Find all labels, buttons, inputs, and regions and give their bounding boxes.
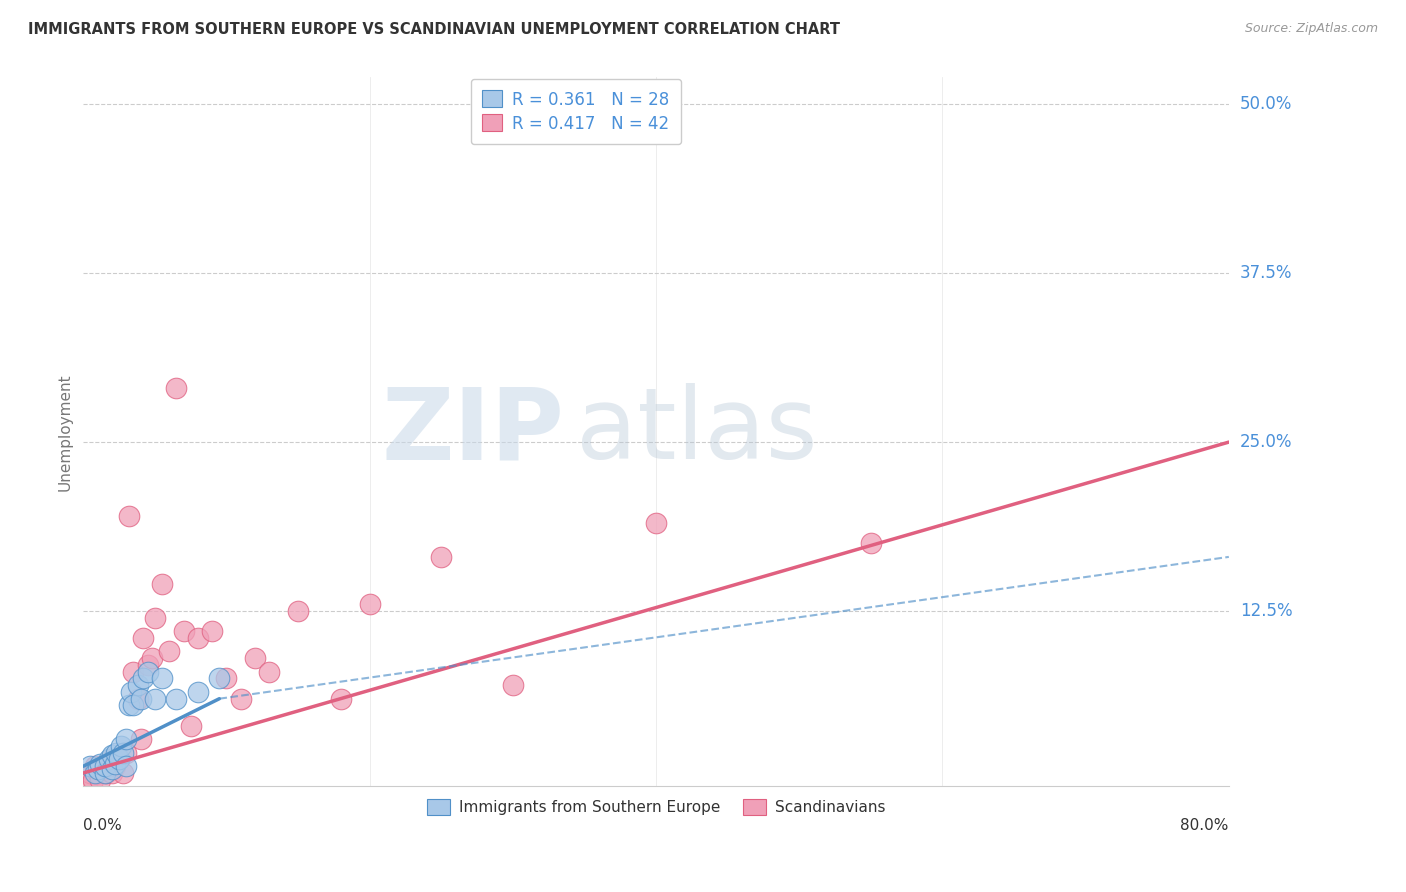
Point (143, 691, 166, 706)
Point (96, 766, 118, 780)
Text: 50.0%: 50.0% (1240, 95, 1292, 113)
Point (187, 631, 209, 645)
Point (112, 766, 135, 780)
Point (83, 759, 105, 773)
Point (430, 549, 453, 564)
Y-axis label: Unemployment: Unemployment (58, 373, 72, 491)
Point (79, 759, 101, 773)
Text: 80.0%: 80.0% (1181, 818, 1229, 833)
Legend: Immigrants from Southern Europe, Scandinavians: Immigrants from Southern Europe, Scandin… (420, 793, 891, 822)
Point (132, 672, 155, 686)
Point (76, 772, 98, 787)
Point (127, 678, 149, 692)
Point (122, 698, 145, 713)
Point (859, 536, 882, 550)
Text: 25.0%: 25.0% (1240, 434, 1292, 451)
Point (120, 685, 142, 699)
Point (108, 752, 131, 766)
Point (150, 577, 173, 591)
Text: 37.5%: 37.5% (1240, 264, 1292, 282)
Point (94, 759, 117, 773)
Point (243, 651, 266, 665)
Point (229, 691, 252, 706)
Point (132, 631, 155, 645)
Text: ZIP: ZIP (381, 384, 564, 481)
Point (101, 762, 124, 776)
Point (157, 644, 180, 658)
Point (83, 766, 105, 780)
Point (201, 624, 224, 639)
Point (118, 509, 141, 524)
Point (215, 672, 238, 686)
Point (112, 746, 135, 760)
Point (143, 610, 166, 624)
Point (108, 752, 131, 766)
Point (150, 672, 173, 686)
Point (86, 762, 108, 776)
Point (82, 772, 104, 787)
Point (104, 759, 127, 773)
Point (180, 719, 202, 733)
Point (330, 691, 353, 706)
Point (136, 657, 159, 672)
Point (136, 665, 159, 679)
Point (94, 766, 117, 780)
Text: 0.0%: 0.0% (83, 818, 122, 833)
Point (101, 766, 124, 780)
Text: 12.5%: 12.5% (1240, 602, 1292, 620)
Point (122, 665, 145, 679)
Point (101, 748, 124, 763)
Point (89, 772, 111, 787)
Point (127, 691, 149, 706)
Point (165, 691, 187, 706)
Point (94, 759, 117, 773)
Text: IMMIGRANTS FROM SOUTHERN EUROPE VS SCANDINAVIAN UNEMPLOYMENT CORRELATION CHART: IMMIGRANTS FROM SOUTHERN EUROPE VS SCAND… (28, 22, 841, 37)
Text: atlas: atlas (576, 384, 817, 481)
Point (118, 698, 141, 713)
Point (165, 381, 187, 395)
Point (208, 672, 231, 686)
Point (115, 732, 138, 747)
Point (259, 665, 281, 679)
Point (98, 759, 121, 773)
Point (101, 752, 124, 766)
Text: Source: ZipAtlas.com: Source: ZipAtlas.com (1244, 22, 1378, 36)
Point (129, 732, 152, 747)
Point (173, 624, 195, 639)
Point (79, 766, 101, 780)
Point (104, 756, 127, 771)
Point (187, 685, 209, 699)
Point (89, 756, 111, 771)
Point (98, 752, 121, 766)
Point (86, 766, 108, 780)
Point (502, 678, 524, 692)
Point (359, 597, 381, 611)
Point (110, 739, 132, 753)
Point (115, 759, 138, 773)
Point (129, 691, 152, 706)
Point (91, 762, 114, 776)
Point (287, 604, 309, 618)
Point (105, 746, 128, 760)
Point (141, 651, 163, 665)
Point (645, 516, 668, 530)
Point (115, 746, 138, 760)
